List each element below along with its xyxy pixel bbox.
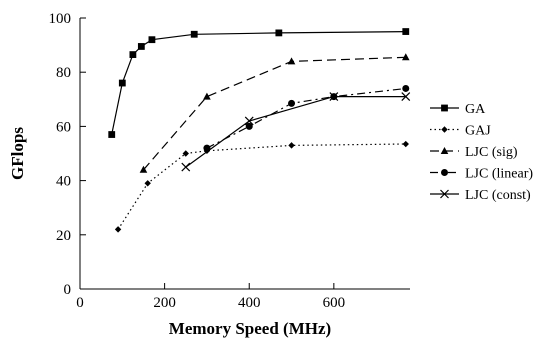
data-point xyxy=(137,43,145,50)
x-tick-label: 0 xyxy=(76,295,84,311)
legend-label: LJC (sig) xyxy=(465,145,518,160)
legend-label: LJC (const) xyxy=(465,188,531,203)
data-point xyxy=(401,53,410,61)
data-point xyxy=(182,150,189,157)
legend-marker xyxy=(441,104,448,112)
legend: GA GAJ LJC (sig) LJC (linear) LJC (const) xyxy=(430,102,533,203)
data-point xyxy=(288,142,295,149)
data-point xyxy=(190,30,198,38)
data-point xyxy=(245,122,253,130)
legend-marker xyxy=(440,189,449,199)
data-point xyxy=(118,79,126,87)
y-tick-label: 20 xyxy=(56,228,71,244)
series-line xyxy=(143,56,406,171)
y-tick-label: 0 xyxy=(64,282,72,298)
data-point xyxy=(108,131,116,138)
plot-markers xyxy=(108,28,411,233)
x-tick-label: 200 xyxy=(153,295,176,311)
data-point xyxy=(288,99,296,107)
legend-label: GA xyxy=(465,102,486,117)
series-line xyxy=(185,96,406,168)
data-point xyxy=(148,36,156,44)
legend-marker xyxy=(441,169,448,176)
x-tick-label: 400 xyxy=(238,295,261,311)
legend-marker xyxy=(441,126,448,133)
data-point xyxy=(402,84,410,92)
data-point xyxy=(129,51,137,58)
data-point xyxy=(244,116,254,126)
series-line xyxy=(111,31,406,135)
plot-lines xyxy=(111,31,406,230)
y-tick-label: 80 xyxy=(56,65,71,81)
x-tick-label: 600 xyxy=(323,295,346,311)
x-axis-title: Memory Speed (MHz) xyxy=(169,319,331,338)
legend-label: LJC (linear) xyxy=(465,167,533,182)
series-line xyxy=(206,87,406,149)
y-axis-title: GFlops xyxy=(8,127,27,180)
data-point xyxy=(203,144,211,152)
data-point xyxy=(144,180,151,187)
data-point xyxy=(203,92,211,100)
y-tick-label: 100 xyxy=(49,11,72,27)
data-point xyxy=(181,162,191,172)
legend-label: GAJ xyxy=(465,124,491,139)
data-point xyxy=(329,92,339,102)
data-point xyxy=(139,165,148,173)
data-point xyxy=(287,57,296,65)
data-point xyxy=(402,28,410,35)
data-point xyxy=(114,226,122,233)
series-line xyxy=(117,143,406,230)
y-tick-label: 60 xyxy=(56,119,71,135)
y-tick-label: 40 xyxy=(56,174,71,190)
axes: 0 20 40 60 80 100 0 200 400 600 xyxy=(49,11,410,311)
legend-marker xyxy=(440,147,449,154)
data-point xyxy=(275,29,283,37)
data-point xyxy=(402,140,409,148)
data-point xyxy=(401,92,411,102)
